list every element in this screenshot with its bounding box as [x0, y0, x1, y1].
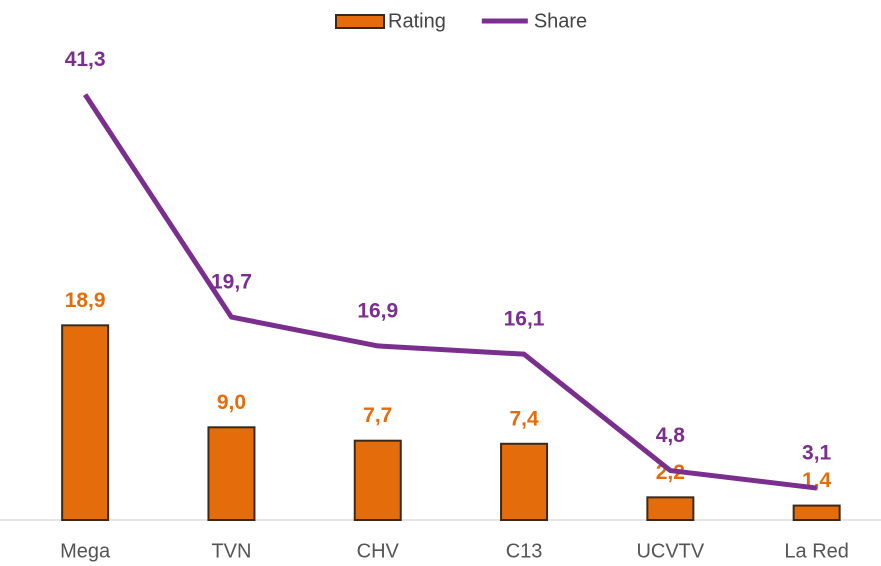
bar-value-label: 7,7 — [363, 404, 392, 427]
x-tick-label: Mega — [60, 540, 111, 562]
line — [83, 93, 817, 491]
bar-value-label: 7,4 — [509, 407, 539, 430]
bar — [500, 442, 549, 521]
legend-label: Rating — [388, 10, 446, 32]
x-tick-label: CHV — [357, 540, 400, 562]
bar-value-label: 18,9 — [65, 289, 106, 312]
x-tick-label: UCVTV — [636, 540, 704, 562]
x-tick-label: TVN — [211, 540, 251, 562]
legend-label: Share — [534, 10, 587, 32]
bar — [61, 324, 110, 521]
line-value-label: 41,3 — [65, 48, 106, 71]
line-value-label: 19,7 — [211, 271, 252, 294]
bar — [646, 496, 695, 521]
bar — [353, 439, 402, 521]
legend-swatch — [335, 14, 385, 29]
x-tick-label: La Red — [784, 540, 849, 562]
line-value-label: 4,8 — [656, 424, 686, 447]
line-value-label: 3,1 — [802, 442, 832, 465]
line-value-label: 16,1 — [504, 308, 545, 331]
bar — [792, 504, 841, 521]
line-value-label: 16,9 — [357, 299, 398, 322]
bar — [207, 426, 256, 521]
x-tick-label: C13 — [506, 540, 543, 562]
bar-value-label: 9,0 — [217, 391, 246, 414]
